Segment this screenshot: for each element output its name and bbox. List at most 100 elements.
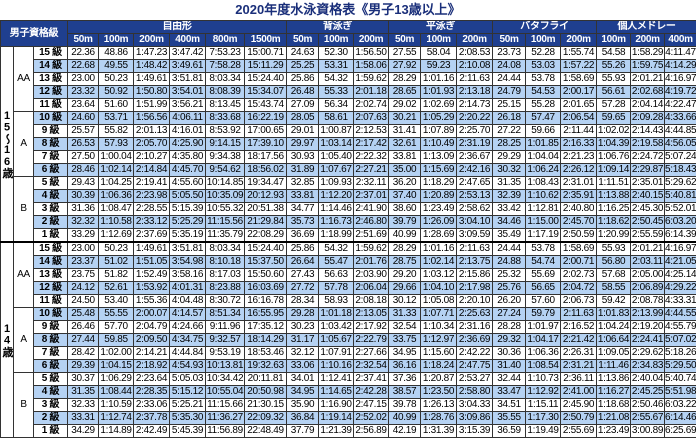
time: 55.93 [596, 241, 632, 256]
time: 3:54.01 [169, 85, 206, 99]
time: 10:34.42 [205, 372, 245, 386]
level: 10 級 [33, 111, 68, 125]
time: 1:15.11 [525, 398, 562, 412]
time: 27.92 [388, 59, 422, 73]
time: 1:03.12 [420, 268, 458, 282]
time: 1:04.25 [98, 176, 134, 190]
time: 40.99 [388, 228, 422, 243]
time: 57.28 [596, 98, 632, 112]
time: 1:04.17 [525, 333, 562, 347]
time: 20:11.81 [243, 372, 288, 386]
time: 32.32 [67, 215, 99, 229]
time: 37.79 [286, 424, 320, 438]
time: 2:47.15 [353, 398, 390, 412]
time: 36.69 [286, 228, 320, 243]
time: 1:51.05 [133, 255, 170, 269]
data-row: 6 級 29.39 1:04.15 2:18.92 4:54.93 10:13.81 19:… [1, 359, 696, 373]
time: 1:02.69 [420, 98, 458, 112]
time: 1:15.69 [420, 163, 458, 177]
time: 1:05.29 [420, 111, 458, 125]
time: 8:08.39 [205, 85, 245, 99]
time: 7:58.28 [205, 59, 245, 73]
time: 33.31 [67, 411, 99, 425]
distance-header: 200m [353, 33, 390, 47]
time: 1:20.87 [420, 372, 458, 386]
time: 56.34 [318, 98, 355, 112]
time: 26.20 [492, 294, 527, 308]
time: 17:00.65 [243, 124, 288, 138]
time: 24.79 [492, 85, 527, 99]
time: 2:37.41 [353, 372, 390, 386]
time: 4:33.31 [664, 294, 696, 308]
time: 2:02.68 [630, 85, 666, 99]
time: 2:19.41 [133, 176, 170, 190]
time: 52.61 [98, 281, 134, 295]
time: 1:59.62 [353, 241, 390, 256]
time: 26.18 [492, 111, 527, 125]
data-row: 9 級 26.46 57.70 2:04.79 4:24.66 9:11.96 17:35.… [1, 320, 696, 334]
time: 34.51 [492, 398, 527, 412]
time: 3:04.33 [456, 398, 494, 412]
time: 2:06.73 [560, 294, 598, 308]
time: 2:04.14 [630, 98, 666, 112]
data-row: 4 級 30.39 1:06.36 2:23.98 5:05.50 10:35.09 20:… [1, 189, 696, 203]
time: 2:32.11 [353, 176, 390, 190]
time: 5:51.98 [664, 385, 696, 399]
time: 34.95 [388, 346, 422, 360]
time: 58.93 [318, 294, 355, 308]
time: 2:31.16 [456, 320, 494, 334]
time: 8:10.18 [205, 255, 245, 269]
time: 32.61 [388, 137, 422, 151]
time: 2:01.65 [560, 98, 598, 112]
time: 2:42.49 [133, 424, 170, 438]
time: 2:33.06 [133, 398, 170, 412]
time: 55.33 [318, 85, 355, 99]
distance-header: 50m [388, 33, 422, 47]
time: 2:10.08 [456, 59, 494, 73]
time: 1:06.76 [596, 150, 632, 164]
time: 2:11.63 [456, 241, 494, 256]
time: 28.28 [492, 320, 527, 334]
time: 23.00 [67, 72, 99, 86]
level: 11 級 [33, 294, 68, 308]
time: 5:25.29 [169, 215, 206, 229]
time: 4:35.80 [169, 150, 206, 164]
time: 18:56.02 [243, 163, 288, 177]
time: 36.20 [388, 176, 422, 190]
data-row: 12 級 24.12 52.61 1:53.92 4:01.31 8:23.88 16:03… [1, 281, 696, 295]
time: 2:22.32 [353, 150, 390, 164]
time: 2:05.00 [630, 268, 666, 282]
time: 8:17.03 [205, 268, 245, 282]
level: 13 級 [33, 72, 68, 86]
time: 11:56.89 [205, 424, 245, 438]
time: 1:07.67 [318, 163, 355, 177]
time: 17:39.10 [243, 137, 288, 151]
time: 2:10.27 [133, 150, 170, 164]
time: 50.92 [98, 85, 134, 99]
time: 2:14.21 [133, 346, 170, 360]
stroke-header: 背泳ぎ [286, 20, 390, 34]
age-group: 15〜16歳 [0, 46, 14, 243]
distance-header: 100m [596, 33, 632, 47]
time: 51.82 [98, 268, 134, 282]
level: 2 級 [33, 215, 68, 229]
time: 23.75 [67, 268, 99, 282]
time: 15:00.71 [243, 46, 288, 60]
time: 11:35.79 [205, 228, 245, 243]
time: 2:55.59 [630, 228, 666, 243]
data-row: 2 級 33.31 1:12.74 2:37.78 5:35.30 11:36.27 22:… [1, 411, 696, 425]
time: 24.12 [67, 281, 99, 295]
time: 3:09.86 [456, 411, 494, 425]
time: 2:09.50 [133, 333, 170, 347]
time: 56.61 [596, 85, 632, 99]
time: 4:55.60 [169, 176, 206, 190]
level: 5 級 [33, 176, 68, 190]
time: 4:22.47 [664, 98, 696, 112]
time: 27.09 [286, 98, 320, 112]
time: 2:06.54 [560, 111, 598, 125]
time: 10:55.04 [205, 385, 245, 399]
time: 1:56.50 [353, 46, 390, 60]
time: 1:16.25 [596, 202, 632, 216]
time: 1:26.09 [420, 215, 458, 229]
